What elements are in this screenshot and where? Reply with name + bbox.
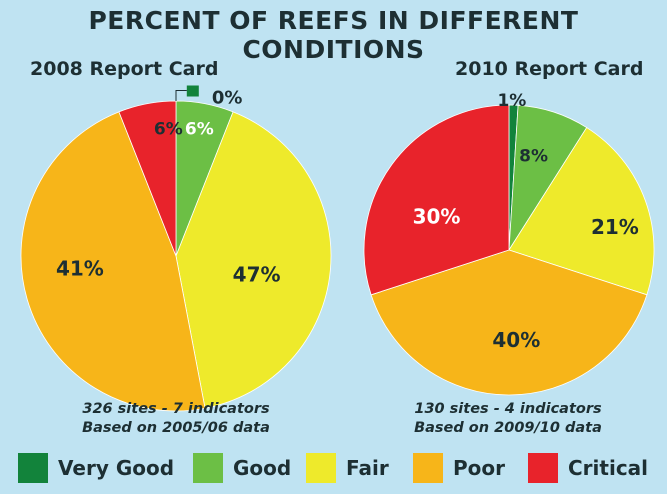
pie-label-2010-very-good: 1% bbox=[497, 91, 526, 111]
pie-slice-2008-fair bbox=[175, 111, 332, 409]
chart-title: PERCENT OF REEFS IN DIFFERENT CONDITIONS bbox=[88, 6, 579, 64]
legend-swatch-fair bbox=[306, 453, 336, 483]
footnote-2010-data: Based on 2009/10 data bbox=[414, 420, 602, 436]
legend-swatch-poor bbox=[413, 453, 443, 483]
legend-label-very-good: Very Good bbox=[58, 456, 175, 480]
pie-slice-2008-poor bbox=[20, 111, 206, 412]
pie-label-2008-critical: 6% bbox=[185, 119, 214, 139]
pie-label-2010-fair: 21% bbox=[591, 215, 639, 239]
legend: Very Good Good Fair Poor Critical bbox=[0, 450, 667, 490]
legend-swatch-very-good bbox=[18, 453, 48, 483]
pie-label-2008-fair: 41% bbox=[56, 256, 104, 280]
pie-label-2010-good: 8% bbox=[519, 146, 548, 166]
legend-label-good: Good bbox=[233, 456, 292, 480]
pie-slice-2010-fair bbox=[508, 127, 655, 296]
callout-leader-2008-very-good bbox=[175, 90, 187, 101]
footnote-2008-data: Based on 2005/06 data bbox=[82, 420, 270, 436]
pie-slice-2010-critical bbox=[363, 104, 510, 296]
legend-label-poor: Poor bbox=[453, 456, 506, 480]
pie-label-2008-poor: 47% bbox=[233, 263, 281, 287]
pie-label-2010-critical: 30% bbox=[413, 205, 461, 229]
legend-swatch-critical bbox=[528, 453, 558, 483]
footnote-2008: 326 sites - 7 indicators Based on 2005/0… bbox=[36, 400, 316, 438]
legend-swatch-good bbox=[193, 453, 223, 483]
legend-label-fair: Fair bbox=[346, 456, 389, 480]
pie-slice-2010-poor bbox=[370, 249, 648, 396]
card-title-2010: 2010 Report Card bbox=[455, 58, 644, 80]
card-title-2008: 2008 Report Card bbox=[30, 58, 219, 80]
footnote-2010: 130 sites - 4 indicators Based on 2009/1… bbox=[368, 400, 648, 438]
pie-label-2010-poor: 40% bbox=[492, 328, 540, 352]
callout-swatch-2008-very-good bbox=[186, 85, 199, 97]
footnote-2010-sites: 130 sites - 4 indicators bbox=[414, 401, 602, 417]
pie-label-2008-good: 6% bbox=[154, 119, 183, 139]
footnote-2008-sites: 326 sites - 7 indicators bbox=[82, 401, 270, 417]
legend-label-critical: Critical bbox=[568, 456, 649, 480]
pie-label-2008-very-good: 0% bbox=[212, 87, 243, 108]
pie-slice-2008-critical bbox=[118, 100, 177, 257]
